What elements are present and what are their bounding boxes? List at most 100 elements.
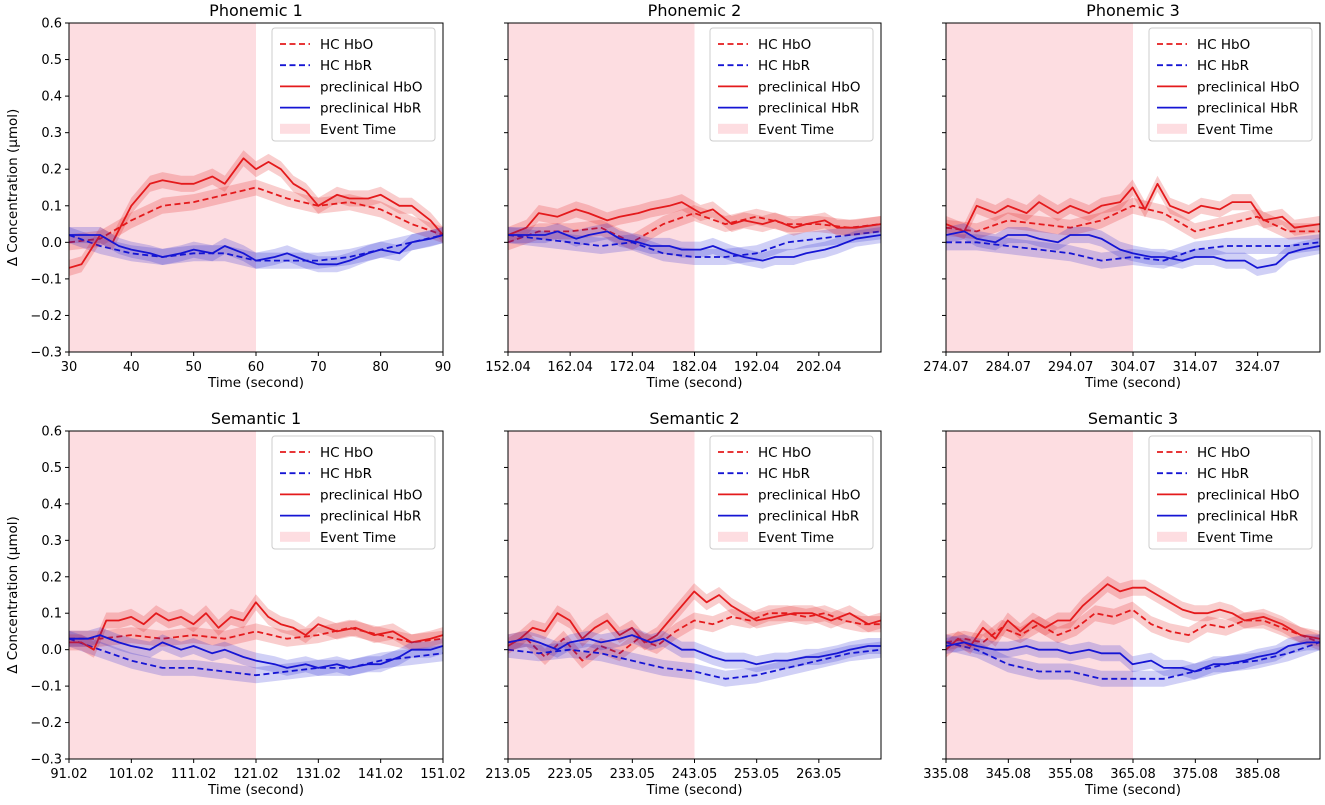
hc-hbo-ci-band	[508, 205, 881, 251]
preclinical-hbr-line	[508, 230, 881, 262]
x-axis-label: Time (second)	[207, 782, 304, 798]
legend-label: HC HbO	[320, 445, 373, 461]
hc-hbo-line	[946, 204, 1320, 233]
plot-area	[508, 194, 881, 269]
x-tick-label: 70	[310, 360, 327, 375]
hc-hbr-line	[69, 637, 443, 677]
x-axis-label: Time (second)	[645, 375, 742, 391]
x-tick-label: 60	[248, 360, 265, 375]
x-tick-label: 162.04	[547, 360, 593, 375]
hc-hbo-line	[508, 612, 881, 662]
hc-hbo-ci-band	[946, 197, 1320, 240]
y-tick-label: 0.0	[41, 643, 62, 658]
preclinical-hbr-line	[508, 634, 881, 666]
hc-hbo-line	[69, 186, 443, 244]
x-tick-label: 365.08	[1110, 767, 1156, 782]
x-axis-label: Time (second)	[645, 782, 742, 798]
y-tick-label: 0.4	[41, 90, 62, 105]
legend-frame	[709, 435, 874, 550]
hc-hbo-ci-band	[946, 601, 1320, 651]
legend-label: preclinical HbO	[320, 79, 422, 95]
y-tick-label: 0.1	[41, 199, 62, 214]
legend-label: HC HbO	[1197, 37, 1250, 53]
preclinical-hbr-ci-band	[946, 223, 1320, 276]
preclinical-hbo-ci-band	[508, 194, 881, 244]
legend-swatch-event	[1157, 123, 1187, 134]
legend: HC HbO HC HbR preclinical HbO preclinical H…	[709, 435, 874, 550]
hc-hbr-line	[508, 230, 881, 258]
preclinical-hbr-line	[946, 230, 1320, 269]
legend-label: HC HbR	[1197, 58, 1249, 74]
legend: HC HbO HC HbR preclinical HbO preclinical H…	[271, 435, 436, 550]
legend-label: preclinical HbO	[758, 79, 860, 95]
y-tick-label: −0.3	[30, 346, 62, 361]
legend-label: HC HbR	[758, 466, 810, 482]
x-tick-label: 111.02	[171, 767, 217, 782]
x-tick-label: 243.05	[672, 767, 718, 782]
x-tick-label: 90	[435, 360, 452, 375]
plot-area	[508, 583, 881, 687]
y-tick-label: −0.3	[30, 753, 62, 768]
legend-label: Event Time	[320, 122, 396, 138]
hc-hbr-ci-band	[69, 227, 443, 269]
x-tick-label: 50	[185, 360, 202, 375]
y-tick-label: 0.2	[41, 163, 62, 178]
y-tick-label: 0.5	[41, 461, 62, 476]
x-tick-label: 121.02	[233, 767, 279, 782]
y-tick-label: 0.4	[41, 497, 62, 512]
preclinical-hbr-line	[946, 641, 1320, 673]
preclinical-hbo-line	[69, 157, 443, 269]
legend-label: preclinical HbR	[1197, 509, 1298, 525]
x-tick-label: 151.02	[420, 767, 466, 782]
x-tick-label: 314.07	[1173, 360, 1219, 375]
event-time-band	[946, 431, 1133, 759]
y-tick-label: 0.6	[41, 17, 62, 32]
preclinical-hbo-line	[69, 601, 443, 651]
event-time-band	[69, 23, 256, 352]
x-tick-label: 375.08	[1173, 767, 1219, 782]
y-tick-label: −0.1	[30, 680, 62, 695]
preclinical-hbo-ci-band	[508, 583, 881, 654]
preclinical-hbo-line	[946, 583, 1320, 651]
preclinical-hbo-line	[508, 201, 881, 236]
preclinical-hbo-ci-band	[69, 594, 443, 658]
y-tick-label: −0.2	[30, 716, 62, 731]
x-tick-label: 345.08	[986, 767, 1032, 782]
x-tick-label: 152.04	[485, 360, 531, 375]
legend-label: Event Time	[758, 530, 834, 546]
subplot-3: 274.07 284.07 294.07 304.07 314.07 324.07 Phon…	[923, 1, 1321, 391]
event-time-band	[946, 23, 1133, 352]
x-tick-label: 335.08	[923, 767, 969, 782]
hc-hbr-ci-band	[946, 234, 1320, 269]
subplot-title: Phonemic 3	[1086, 1, 1180, 20]
x-tick-label: 101.02	[109, 767, 155, 782]
x-tick-label: 355.08	[1048, 767, 1094, 782]
x-tick-label: 304.07	[1110, 360, 1156, 375]
x-tick-label: 263.05	[796, 767, 842, 782]
legend-label: Event Time	[1197, 530, 1273, 546]
x-tick-label: 91.02	[50, 767, 87, 782]
x-tick-label: 233.05	[610, 767, 656, 782]
subplot-6: 335.08 345.08 355.08 365.08 375.08 385.08 Sema…	[923, 409, 1321, 798]
hc-hbo-ci-band	[69, 179, 443, 251]
x-tick-label: 213.05	[485, 767, 531, 782]
preclinical-hbr-ci-band	[946, 634, 1320, 680]
subplot-title: Phonemic 2	[648, 1, 742, 20]
legend-label: HC HbO	[320, 37, 373, 53]
x-tick-label: 192.04	[734, 360, 780, 375]
preclinical-hbo-ci-band	[946, 576, 1320, 658]
preclinical-hbr-ci-band	[69, 627, 443, 676]
legend-label: Event Time	[758, 122, 834, 138]
legend-swatch-event	[280, 123, 310, 134]
legend-label: preclinical HbO	[1197, 79, 1299, 95]
legend: HC HbO HC HbR preclinical HbO preclinical H…	[271, 27, 436, 142]
x-tick-label: 284.07	[986, 360, 1032, 375]
legend-label: preclinical HbR	[758, 509, 859, 525]
hc-hbo-ci-band	[508, 605, 881, 669]
hc-hbr-ci-band	[946, 634, 1320, 687]
x-tick-label: 141.02	[358, 767, 404, 782]
legend-frame	[1148, 27, 1313, 142]
legend-label: Event Time	[320, 530, 396, 546]
preclinical-hbo-line	[946, 182, 1320, 233]
x-tick-label: 223.05	[547, 767, 593, 782]
